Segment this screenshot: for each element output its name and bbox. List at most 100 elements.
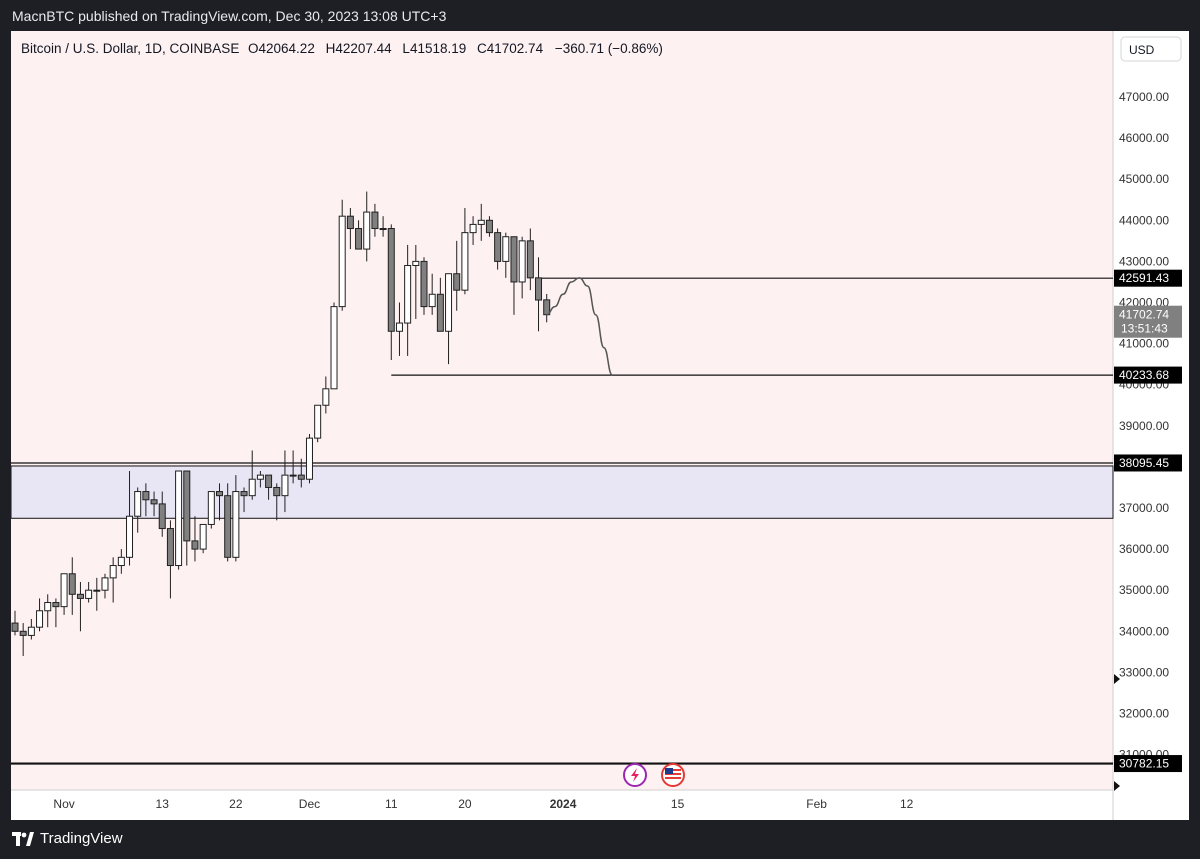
candle[interactable] <box>150 491 158 517</box>
candle[interactable] <box>387 224 395 361</box>
candle[interactable] <box>453 240 461 311</box>
candle[interactable] <box>117 549 125 574</box>
candle-body <box>305 437 313 480</box>
time-axis-background[interactable] <box>11 790 1113 820</box>
candle[interactable] <box>52 598 60 628</box>
candle[interactable] <box>428 273 436 315</box>
price-axis-background[interactable] <box>1113 31 1189 820</box>
resistance-price-label[interactable]: 42591.43 <box>1114 269 1182 287</box>
candle-body <box>240 491 248 497</box>
candle[interactable] <box>101 573 109 599</box>
candle[interactable] <box>166 520 174 599</box>
candle[interactable] <box>346 207 354 250</box>
candle-body <box>518 240 526 283</box>
candle[interactable] <box>183 470 191 566</box>
candle[interactable] <box>518 236 526 299</box>
candle[interactable] <box>44 594 52 628</box>
candle[interactable] <box>68 557 76 615</box>
candle[interactable] <box>445 273 453 365</box>
candle[interactable] <box>281 450 289 513</box>
candle[interactable] <box>60 573 68 615</box>
candle[interactable] <box>191 516 199 562</box>
candle-body <box>453 273 461 291</box>
candle[interactable] <box>175 470 183 570</box>
candle[interactable] <box>265 474 273 500</box>
candle[interactable] <box>305 434 313 484</box>
last-price-label[interactable]: 41702.74 13:51:43 <box>1114 305 1182 338</box>
lower-price-label[interactable]: 30782.15 <box>1114 755 1182 773</box>
lightning-event-icon[interactable] <box>623 763 647 787</box>
candle[interactable] <box>436 277 444 332</box>
candle[interactable] <box>289 450 297 484</box>
candle[interactable] <box>85 581 93 603</box>
support-price-label[interactable]: 40233.68 <box>1114 366 1182 384</box>
candle[interactable] <box>36 598 44 632</box>
candle[interactable] <box>273 483 281 521</box>
candle[interactable] <box>297 458 305 488</box>
candle[interactable] <box>477 203 485 241</box>
candle[interactable] <box>469 216 477 245</box>
candle[interactable] <box>510 236 518 315</box>
candle[interactable] <box>11 610 19 636</box>
candle[interactable] <box>420 257 428 315</box>
candle[interactable] <box>412 244 420 319</box>
candle[interactable] <box>256 471 264 488</box>
candle[interactable] <box>395 302 403 356</box>
candle-body <box>338 215 346 308</box>
candle-body <box>256 474 264 480</box>
candle[interactable] <box>19 623 27 656</box>
candle[interactable] <box>526 228 534 291</box>
brand[interactable]: TradingView <box>12 830 123 847</box>
candle[interactable] <box>485 216 493 237</box>
candle[interactable] <box>93 577 101 611</box>
candle[interactable] <box>404 244 412 356</box>
candle[interactable] <box>322 376 330 414</box>
candle[interactable] <box>224 483 232 562</box>
candle[interactable] <box>142 483 150 517</box>
candle-body <box>224 495 232 558</box>
y-tick-label: 37000.00 <box>1119 501 1169 515</box>
candle[interactable] <box>207 491 215 529</box>
zone-top-price-label[interactable]: 38095.45 <box>1114 454 1182 472</box>
chart-svg[interactable]: 31000.0032000.0033000.0034000.0035000.00… <box>11 31 1189 820</box>
candle[interactable] <box>109 557 117 603</box>
currency-button[interactable] <box>1120 36 1182 62</box>
candle[interactable] <box>76 581 84 632</box>
candle[interactable] <box>338 199 346 311</box>
candle[interactable] <box>535 257 543 332</box>
y-tick-label: 43000.00 <box>1119 254 1169 268</box>
candle[interactable] <box>158 491 166 537</box>
candle[interactable] <box>232 475 240 562</box>
candle[interactable] <box>371 203 379 237</box>
candle-body <box>101 577 109 591</box>
candle[interactable] <box>216 483 223 521</box>
candle[interactable] <box>355 220 363 250</box>
supply-demand-zone[interactable] <box>11 465 1114 519</box>
candles-group[interactable] <box>11 191 551 656</box>
candle-body <box>93 589 101 592</box>
projection-path[interactable] <box>546 277 613 376</box>
candle[interactable] <box>502 232 510 278</box>
candle-body <box>289 474 297 477</box>
candle[interactable] <box>240 487 248 513</box>
candle[interactable] <box>248 450 256 500</box>
chart-frame[interactable]: 31000.00 32000.00 33000.00 34000.00 35000.00… <box>11 31 1189 820</box>
candle[interactable] <box>379 216 387 237</box>
us-flag-event-icon[interactable] <box>661 763 685 787</box>
candle[interactable] <box>126 471 134 566</box>
candle[interactable] <box>27 618 35 640</box>
candle[interactable] <box>134 487 142 533</box>
legend-low-label: L <box>402 41 410 56</box>
candle-body <box>355 228 363 250</box>
candle[interactable] <box>199 523 207 554</box>
axis-marker-icon[interactable] <box>1114 781 1120 791</box>
candle[interactable] <box>330 302 338 390</box>
axis-marker-icon[interactable] <box>1114 674 1120 684</box>
candle[interactable] <box>363 191 371 262</box>
legend-open: 42064.22 <box>259 41 315 56</box>
candle[interactable] <box>461 207 469 295</box>
candle[interactable] <box>314 404 322 443</box>
x-tick-label: Dec <box>299 797 320 811</box>
candle[interactable] <box>494 228 502 270</box>
legend-change: −360.71 (−0.86%) <box>555 41 663 56</box>
